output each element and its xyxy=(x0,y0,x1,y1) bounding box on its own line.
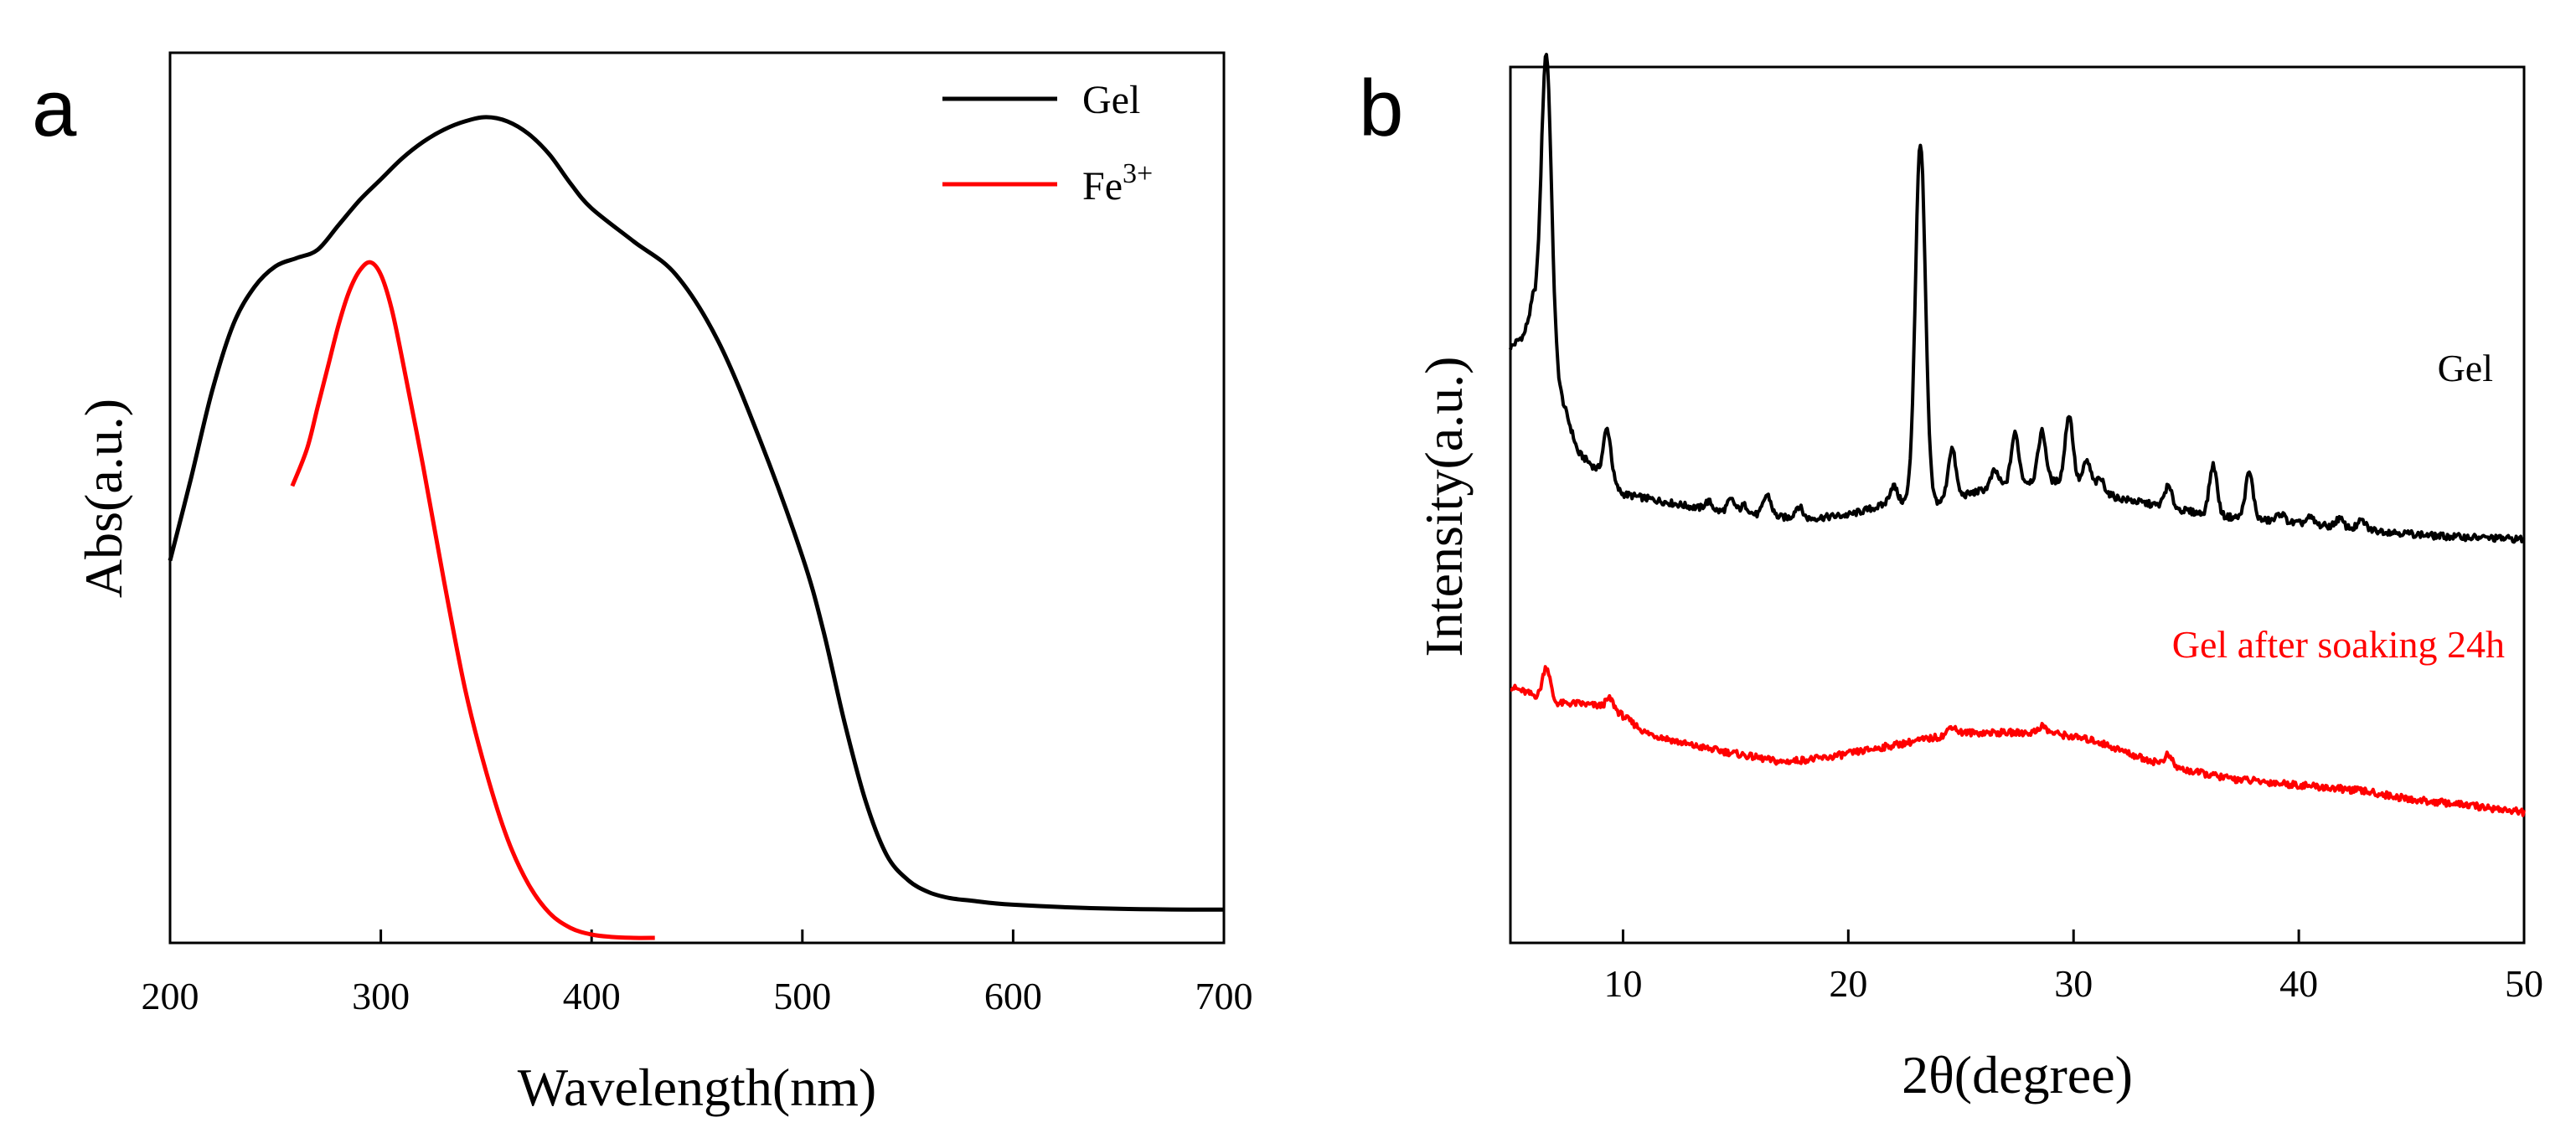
panel-b-x-tick-label-30: 30 xyxy=(2054,962,2093,1005)
panel-b-x-ticks: 10 20 30 40 50 xyxy=(1603,929,2543,1005)
panel-a-x-tick-label-700: 700 xyxy=(1195,975,1253,1017)
panel-b-y-axis-label: Intensity(a.u.) xyxy=(1414,357,1474,657)
panel-b-x-tick-label-40: 40 xyxy=(2279,962,2318,1005)
legend-fe-base: Fe xyxy=(1082,164,1123,209)
panel-a-series xyxy=(168,115,1225,940)
panel-b-x-tick-label-20: 20 xyxy=(1829,962,1867,1005)
panel-a-legend: Gel Fe3+ xyxy=(942,78,1153,209)
legend-fe-superscript: 3+ xyxy=(1123,158,1153,189)
panel-a-series-gel xyxy=(168,115,1225,912)
panel-a-x-tick-label-400: 400 xyxy=(563,975,621,1017)
panel-a-series-fe3 xyxy=(290,260,655,940)
panel-b-x-axis-label: 2θ(degree) xyxy=(1902,1045,2133,1105)
panel-b-series xyxy=(1509,53,2526,817)
panel-b-series-gel-soaked xyxy=(1510,665,2526,817)
panel-b-annotation-soaked: Gel after soaking 24h xyxy=(2172,623,2505,666)
panel-a-x-tick-label-600: 600 xyxy=(984,975,1042,1017)
panel-b-x-tick-label-50: 50 xyxy=(2505,962,2543,1005)
panel-b-plot-frame xyxy=(1509,65,2526,945)
panel-b-x-tick-label-10: 10 xyxy=(1603,962,1642,1005)
panel-a-x-axis-label: Wavelength(nm) xyxy=(518,1058,876,1117)
panel-b-series-gel xyxy=(1509,53,2526,544)
legend-fe-label: Fe3+ xyxy=(1082,158,1153,209)
panel-b: b 10 20 30 40 50 Gel Gel after soaking 24h 2… xyxy=(1359,53,2543,1105)
legend-gel-label: Gel xyxy=(1082,78,1140,122)
panel-a-y-axis-label: Abs(a.u.) xyxy=(74,399,133,598)
panel-b-letter: b xyxy=(1359,64,1403,153)
panel-a-x-tick-label-500: 500 xyxy=(773,975,831,1017)
panel-a-plot-frame xyxy=(168,51,1226,945)
panel-a-x-tick-label-300: 300 xyxy=(352,975,410,1017)
panel-a-letter: a xyxy=(32,64,77,153)
panel-a-x-ticks: 200 300 400 500 600 700 xyxy=(142,929,1253,1017)
panel-b-annotation-gel: Gel xyxy=(2438,347,2493,389)
panel-a: a 200 300 400 500 600 700 Wavelength(nm) Abs(… xyxy=(32,51,1253,1117)
panel-a-x-tick-label-200: 200 xyxy=(142,975,199,1017)
